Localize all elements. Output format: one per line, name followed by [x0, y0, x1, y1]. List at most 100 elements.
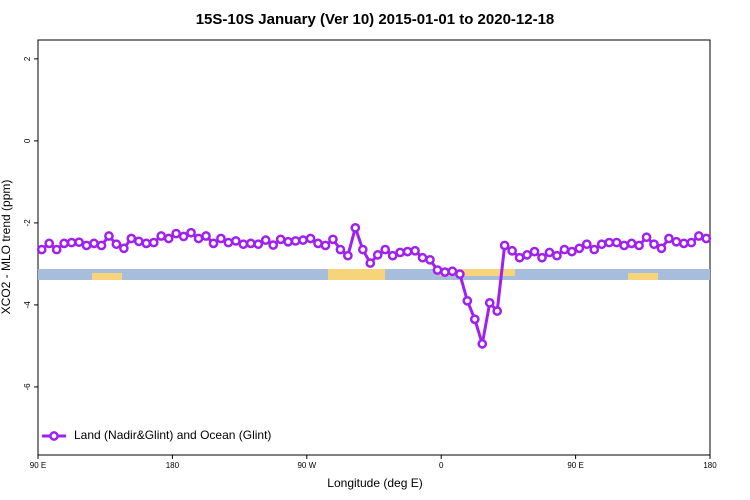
data-point: [320, 240, 331, 251]
data-point: [290, 236, 301, 246]
y-tick-label: 0: [23, 138, 32, 143]
data-point: [417, 252, 428, 263]
data-point: [440, 267, 450, 277]
data-point: [604, 237, 615, 248]
x-axis-label: Longitude (deg E): [327, 476, 422, 490]
data-point: [447, 266, 458, 277]
data-point: [679, 238, 689, 249]
data-point: [395, 247, 405, 258]
data-point: [357, 244, 368, 255]
x-tick-label: 180: [703, 461, 717, 470]
data-point: [484, 298, 495, 308]
data-point: [201, 231, 211, 241]
data-point: [238, 239, 249, 250]
data-point: [611, 237, 622, 248]
x-tick-label: 90 E: [30, 461, 46, 470]
data-point: [313, 238, 323, 249]
data-point: [574, 243, 585, 254]
y-tick-label: 2: [23, 56, 32, 61]
data-point: [178, 231, 189, 242]
data-point: [59, 238, 69, 249]
data-point: [268, 240, 279, 250]
data-point: [133, 236, 144, 247]
data-point: [343, 250, 353, 261]
data-point: [335, 244, 346, 255]
data-point: [559, 244, 570, 255]
data-point: [589, 244, 600, 255]
data-point: [671, 236, 682, 247]
data-point: [372, 250, 383, 260]
data-point: [96, 240, 107, 251]
chart-title: 15S-10S January (Ver 10) 2015-01-01 to 2…: [196, 11, 555, 28]
data-point: [664, 233, 674, 244]
data-point: [410, 245, 420, 256]
data-point: [641, 232, 652, 243]
data-point: [477, 339, 488, 349]
y-tick-label: -2: [23, 219, 32, 227]
data-point: [350, 222, 361, 233]
data-point: [74, 237, 84, 248]
data-point: [499, 240, 510, 251]
data-point: [111, 239, 122, 250]
data-point: [193, 233, 204, 244]
data-point: [581, 239, 592, 250]
data-point: [156, 231, 167, 241]
data-point: [119, 243, 129, 254]
y-axis-label: XCO2 - MLO trend (ppm): [0, 180, 13, 315]
x-tick-label: 90 W: [297, 461, 316, 470]
data-point: [492, 306, 503, 316]
data-point: [432, 265, 443, 275]
x-tick-label: 0: [439, 461, 444, 470]
data-point: [51, 244, 62, 255]
data-point: [649, 239, 659, 250]
y-tick-label: -4: [23, 301, 32, 309]
background-surface: [38, 269, 710, 280]
data-point: [275, 234, 286, 245]
data-point: [365, 258, 376, 268]
data-point: [634, 240, 644, 251]
data-point: [216, 233, 226, 244]
data-point: [66, 237, 77, 248]
legend-marker: [49, 431, 59, 441]
data-point: [544, 247, 555, 258]
data-point: [283, 236, 293, 247]
data-point: [171, 228, 181, 239]
data-point: [223, 237, 234, 248]
data-point: [305, 233, 316, 244]
data-point: [208, 238, 219, 249]
data-point: [596, 239, 607, 250]
data-point: [552, 250, 562, 261]
data-point: [656, 243, 667, 254]
data-point: [260, 235, 271, 245]
data-point: [514, 252, 525, 263]
data-point: [462, 295, 473, 306]
data-point: [701, 233, 712, 244]
data-point: [186, 227, 196, 238]
data-point: [89, 238, 99, 249]
data-point: [537, 252, 547, 263]
x-tick-label: 90 E: [567, 461, 583, 470]
data-point: [529, 246, 540, 257]
data-point: [253, 239, 264, 250]
data-point: [455, 269, 465, 280]
data-point: [619, 240, 629, 251]
data-point: [567, 246, 577, 257]
data-point: [380, 244, 391, 255]
data-point: [626, 238, 637, 249]
data-point: [126, 233, 137, 244]
data-point: [44, 238, 55, 249]
data-point: [231, 236, 241, 246]
data-point: [245, 238, 256, 249]
data-point: [328, 234, 338, 245]
data-point: [163, 233, 174, 244]
data-point: [81, 240, 92, 251]
data-point: [298, 235, 308, 245]
legend-label: Land (Nadir&Glint) and Ocean (Glint): [74, 428, 271, 442]
data-point: [686, 237, 697, 248]
data-point: [148, 237, 159, 248]
data-point: [402, 246, 413, 257]
data-point: [522, 250, 532, 260]
data-point: [469, 314, 480, 325]
y-tick-label: -6: [23, 383, 32, 391]
